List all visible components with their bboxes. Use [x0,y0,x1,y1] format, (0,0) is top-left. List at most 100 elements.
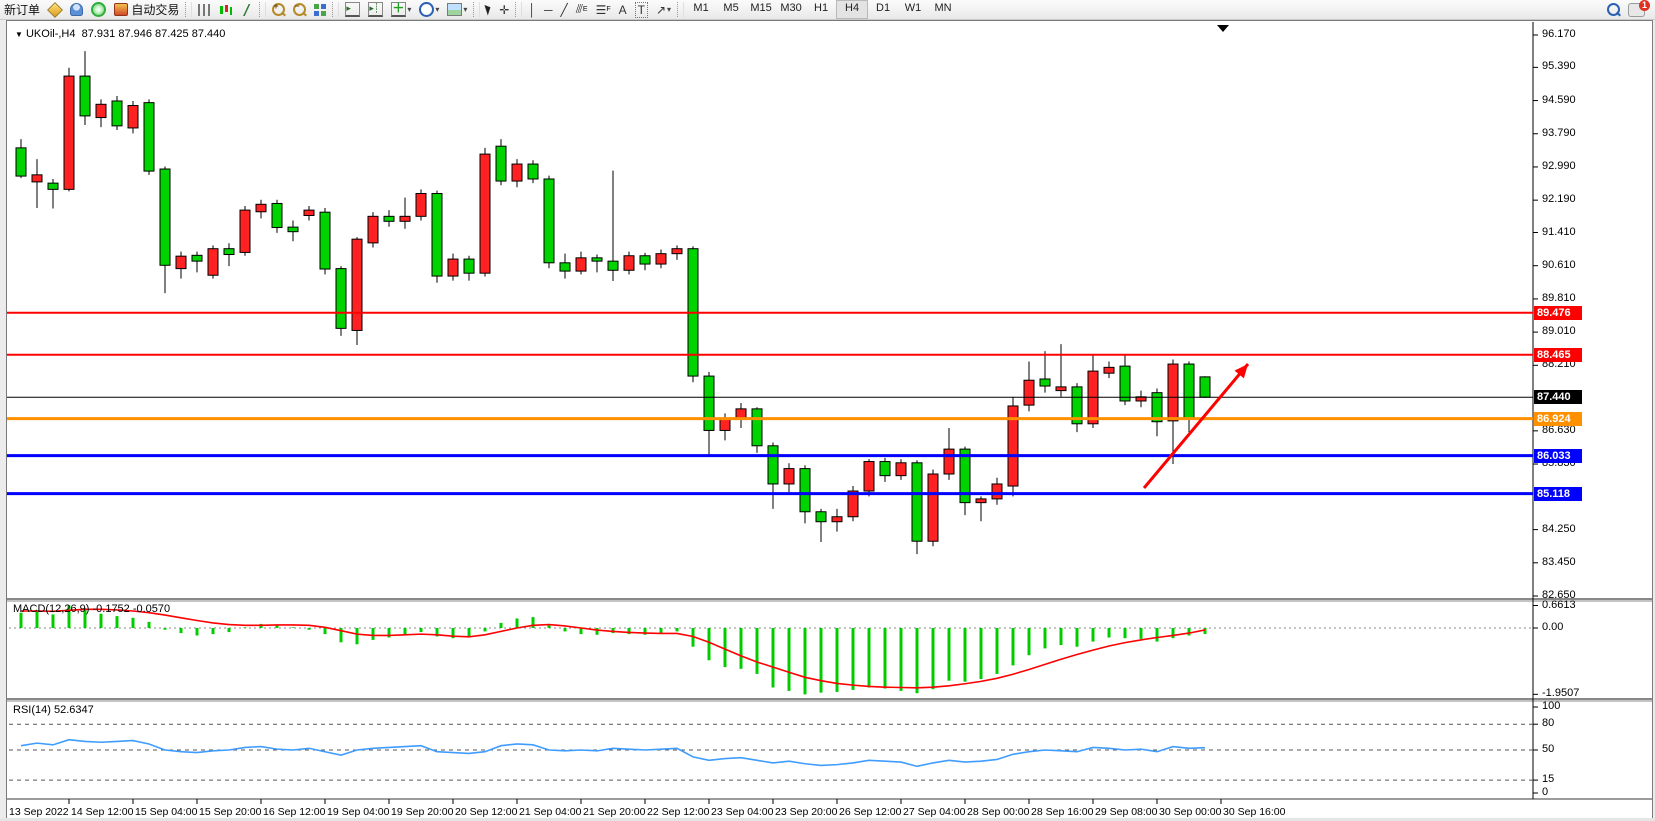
time-tick-label: 30 Sep 16:00 [1223,806,1286,818]
chevron-down-icon: ▾ [435,5,440,14]
candlestick-chart-button[interactable] [215,1,236,18]
chevron-down-icon: ▾ [407,5,412,14]
timeframe-toolbar: M1 M5 M15 M30 H1 H4 D1 W1 MN [686,0,958,19]
templates-button[interactable]: ▾ [443,1,471,18]
price-tick-label: 82.650 [1542,588,1576,601]
auto-trading-button[interactable]: 自动交易 [110,1,183,18]
channel-tool-button[interactable]: ⫻ E [575,2,588,16]
timeframe-m1-button[interactable]: M1 [693,2,709,14]
ohlc-values: 87.931 87.946 87.425 87.440 [81,28,226,40]
arrows-tool-button[interactable]: ↗ ▾ [652,1,675,18]
text-tool-button[interactable]: A [615,1,631,18]
vertical-line-icon: │ [528,2,536,17]
macd-tick-label: 0.6613 [1542,598,1576,611]
bar-chart-button[interactable] [194,1,215,18]
macd-tick-label: -1.9507 [1542,687,1580,700]
zoom-out-button[interactable]: − [289,1,310,18]
timeframe-m15-button[interactable]: M15 [750,2,772,14]
price-level-badge: 89.476 [1534,305,1582,320]
timeframe-mn-button[interactable]: MN [934,2,952,14]
time-tick-label: 21 Sep 20:00 [583,806,646,818]
zoom-in-button[interactable]: + [268,1,289,18]
notification-badge: 1 [1639,0,1650,11]
time-tick-label: 15 Sep 04:00 [135,806,198,818]
timeframe-m30-button[interactable]: M30 [780,2,802,14]
timeframe-w1-button[interactable]: W1 [904,2,922,14]
timeframe-h4-button[interactable]: H4 [836,0,869,19]
price-tick-label: 94.590 [1542,93,1576,106]
price-level-badge: 86.924 [1534,411,1582,426]
symbol-dropdown-icon[interactable]: ▼ [15,30,23,39]
add-indicator-icon: ＋ [391,1,407,17]
market-watch-icon [70,3,84,16]
vertical-line-tool-button[interactable]: │ [524,1,540,18]
auto-trading-icon [114,3,129,16]
notifications-button[interactable]: 1 [1624,0,1650,18]
arrows-icon: ↗ [655,2,667,17]
timeframe-m5-button[interactable]: M5 [723,2,739,14]
periods-button[interactable]: ▾ [415,1,443,18]
new-order-icon-button[interactable] [44,1,66,18]
time-tick-label: 20 Sep 12:00 [455,806,518,818]
chart-shift-button[interactable]: ▸┊ [364,1,387,18]
auto-scroll-icon: ▸ [345,2,361,17]
price-tick-label: 89.010 [1542,325,1576,338]
time-tick-label: 28 Sep 16:00 [1031,806,1094,818]
line-chart-button[interactable] [236,1,257,18]
chart-canvas[interactable] [7,21,1652,818]
price-tick-label: 90.610 [1542,258,1576,271]
time-tick-label: 19 Sep 04:00 [327,806,390,818]
time-axis: 13 Sep 2022 14 Sep 12:00 15 Sep 04:00 15 Se… [7,802,1527,818]
search-button[interactable] [1603,1,1624,18]
price-tick-label: 95.390 [1542,60,1576,73]
timeframe-d1-button[interactable]: D1 [876,2,891,14]
indicators-button[interactable]: ＋ ▾ [387,1,415,18]
fibonacci-icon: ☰ [595,2,607,17]
toolbar-separator [185,2,193,17]
price-tick-label: 91.410 [1542,225,1576,238]
candles-layer [15,51,1211,555]
crosshair-icon: ✛ [499,2,510,17]
chart-window[interactable]: ▼ UKOil-,H4 87.931 87.946 87.425 87.440 … [6,20,1653,819]
trendline-tool-button[interactable]: ╱ [557,1,572,18]
time-tick-label: 21 Sep 04:00 [519,806,582,818]
time-tick-label: 26 Sep 12:00 [839,806,902,818]
price-level-badge: 87.440 [1534,390,1582,405]
bar-chart-icon [198,3,212,16]
chart-shift-marker [1217,25,1229,32]
macd-tick-label: 0.00 [1542,621,1564,633]
time-tick-label: 27 Sep 04:00 [903,806,966,818]
line-chart-icon [240,3,254,16]
zoom-out-icon: − [293,1,307,16]
tile-windows-button[interactable] [310,1,330,18]
cursor-tool-button[interactable] [482,1,495,18]
price-tick-label: 92.990 [1542,159,1576,172]
zoom-in-icon: + [272,1,286,16]
price-tick-label: 96.170 [1542,28,1576,40]
equidistant-channel-icon: ⫻ [575,2,583,16]
label-tool-icon: T [634,1,648,18]
time-tick-label: 19 Sep 20:00 [391,806,454,818]
horizontal-line-tool-button[interactable]: ─ [540,1,557,18]
tile-windows-icon [314,3,327,16]
candlestick-icon [219,3,233,16]
crosshair-tool-button[interactable]: ✛ [495,1,513,18]
trend-arrow [1142,363,1250,489]
clock-icon [419,2,435,17]
timeframe-h1-button[interactable]: H1 [814,2,829,14]
search-icon [1607,3,1620,16]
label-tool-button[interactable]: T [631,1,652,18]
price-tick-label: 92.190 [1542,193,1576,206]
signals-button[interactable] [87,1,110,18]
price-level-badge: 85.118 [1534,486,1582,501]
rsi-tick-label: 50 [1542,743,1555,755]
price-level-badge: 86.033 [1534,448,1582,463]
auto-scroll-button[interactable]: ▸ [341,1,364,18]
time-tick-label: 15 Sep 20:00 [199,806,262,818]
toolbar: 新订单 自动交易 + − ▸ ▸┊ ＋ ▾ ▾ ▾ ✛ │ ─ ╱ ⫻ E ☰ F A… [0,0,1655,20]
price-tick-label: 93.790 [1542,126,1576,139]
market-watch-button[interactable] [66,1,87,18]
fibonacci-tool-button[interactable]: ☰ F [595,2,611,17]
symbol-period-label: UKOil-,H4 [25,28,76,40]
new-order-button[interactable]: 新订单 [4,3,41,17]
